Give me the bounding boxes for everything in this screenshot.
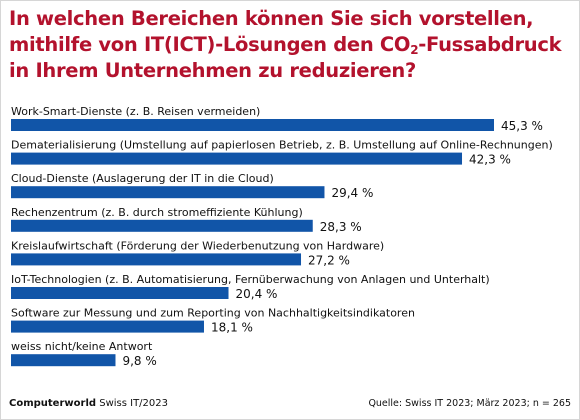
title-line-3: in Ihrem Unternehmen zu reduzieren? (9, 59, 417, 82)
category-label: IoT-Technologien (z. B. Automatisierung,… (11, 273, 490, 286)
title-subscript: 2 (410, 43, 419, 57)
bar (11, 287, 229, 299)
bar (11, 354, 116, 367)
value-label: 42,3 % (469, 153, 511, 167)
footer-brand: Computerworld Swiss IT/2023 (9, 398, 168, 409)
bar (11, 186, 325, 199)
category-label: weiss nicht/keine Antwort (11, 340, 153, 353)
bar (11, 320, 204, 333)
chart-title: In welchen Bereichen können Sie sich vor… (9, 6, 574, 84)
category-label: Rechenzentrum (z. B. durch stromeffizien… (11, 206, 303, 219)
value-label: 20,4 % (236, 287, 278, 301)
bar (11, 119, 494, 131)
bar (11, 219, 313, 232)
value-label: 18,1 % (211, 321, 253, 335)
category-label: Dematerialisierung (Umstellung auf papie… (11, 139, 553, 152)
value-label: 9,8 % (122, 354, 156, 368)
title-line-2b: -Fussabdruck (418, 33, 562, 56)
value-label: 28,3 % (320, 220, 362, 234)
value-label: 29,4 % (331, 186, 373, 200)
footer-source: Quelle: Swiss IT 2023; März 2023; n = 26… (368, 398, 571, 409)
title-line-1: In welchen Bereichen können Sie sich vor… (9, 7, 534, 30)
brand-suffix: Swiss IT/2023 (99, 398, 168, 409)
title-line-2a: mithilfe von IT(ICT)-Lösungen den CO (9, 33, 411, 56)
category-label: Kreislaufwirtschaft (Förderung der Wiede… (11, 239, 384, 252)
bar (11, 253, 302, 266)
value-label: 45,3 % (501, 119, 543, 133)
value-label: 27,2 % (308, 253, 350, 267)
brand-name: Computerworld (9, 398, 97, 409)
bar (11, 152, 463, 165)
category-label: Software zur Messung und zum Reporting v… (11, 307, 415, 320)
category-label: Cloud-Dienste (Auslagerung der IT in die… (11, 172, 274, 185)
category-label: Work-Smart-Dienste (z. B. Reisen vermeid… (11, 105, 260, 118)
